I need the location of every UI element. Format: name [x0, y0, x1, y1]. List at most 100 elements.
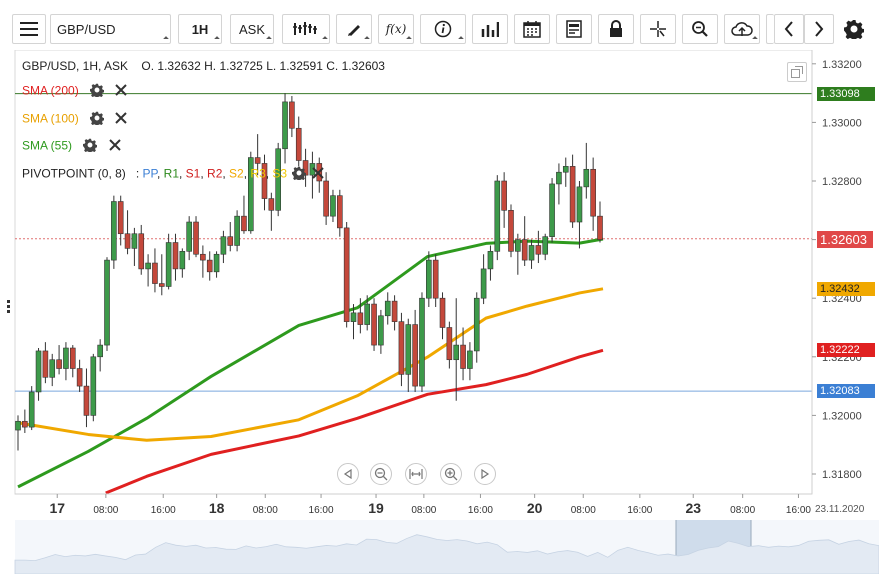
candle [179, 248, 186, 278]
candle [165, 233, 172, 290]
x-tick-label: 20 [527, 500, 543, 516]
zoom-out-button[interactable] [370, 463, 392, 485]
dropdown-corner-icon [458, 36, 464, 42]
gear-icon[interactable] [90, 111, 105, 128]
timeframe-select[interactable]: 1H [178, 14, 222, 44]
close-icon[interactable] [115, 84, 128, 99]
candle [22, 409, 28, 433]
x-tick-label: 16:00 [468, 505, 493, 516]
candle [261, 154, 268, 211]
candle [63, 342, 69, 381]
x-tick-label: 17 [49, 500, 65, 516]
candle [158, 254, 165, 296]
template-button[interactable] [556, 14, 592, 44]
candle [405, 318, 412, 392]
crosshair-button[interactable] [640, 14, 676, 44]
gear-icon[interactable] [83, 138, 98, 155]
x-tick-label: 08:00 [571, 505, 596, 516]
candle [439, 292, 446, 340]
settings-button[interactable] [844, 19, 865, 44]
close-icon[interactable] [108, 139, 121, 154]
volume-button[interactable] [472, 14, 508, 44]
candle [206, 251, 213, 281]
candle [453, 298, 460, 401]
popout-button[interactable] [787, 62, 807, 82]
price-type-select[interactable]: ASK [230, 14, 274, 44]
pan-left-button[interactable] [337, 463, 359, 485]
x-tick-label: 19 [368, 500, 384, 516]
x-tick-label: 08:00 [253, 505, 278, 516]
calendar-button[interactable] [514, 14, 550, 44]
candle [241, 195, 247, 234]
candle [350, 304, 357, 340]
indicators-button[interactable]: f(x) [378, 14, 414, 44]
x-tick-label: 08:00 [93, 505, 118, 516]
close-icon[interactable] [115, 112, 128, 127]
y-tick-label: 1.32800 [822, 176, 862, 188]
candle [200, 245, 206, 278]
scroll-right-button[interactable] [804, 14, 834, 44]
menu-button[interactable] [12, 14, 46, 44]
triangle-right-icon [481, 469, 490, 479]
cloud-upload-icon [731, 22, 753, 36]
candle [432, 254, 439, 307]
scroll-left-button[interactable] [774, 14, 804, 44]
draw-tool-button[interactable] [336, 14, 372, 44]
navigator-series [14, 534, 879, 574]
candle [357, 298, 364, 334]
candle [104, 257, 110, 351]
cloud-save-button[interactable] [724, 14, 760, 44]
candle [343, 222, 350, 328]
candle [460, 327, 466, 381]
gear-icon[interactable] [292, 166, 307, 183]
candle [508, 204, 514, 258]
gear-icon [844, 20, 865, 42]
reset-zoom-button[interactable] [405, 463, 427, 485]
fit-icon [409, 469, 423, 479]
toolbar-edge [766, 14, 774, 44]
lock-button[interactable] [598, 14, 634, 44]
info-button[interactable] [420, 14, 466, 44]
zoom-in-button[interactable] [440, 463, 462, 485]
triangle-left-icon [343, 469, 352, 479]
candle [391, 295, 398, 331]
dropdown-corner-icon [322, 36, 328, 42]
x-tick-label: 08:00 [730, 505, 755, 516]
bar-chart-icon [481, 22, 499, 37]
candle [42, 342, 49, 384]
candle [56, 345, 62, 375]
price-type-label: ASK [238, 21, 265, 37]
candle [172, 233, 179, 281]
close-icon[interactable] [312, 167, 324, 182]
price-chart[interactable]: 1.332001.330001.328001.326001.324001.322… [0, 50, 879, 574]
x-tick-label: 16:00 [309, 505, 334, 516]
calendar-icon [523, 21, 541, 38]
candle [248, 151, 254, 234]
x-tick-label: 16:00 [786, 505, 811, 516]
candle [597, 201, 603, 243]
candle [186, 216, 192, 261]
panel-resize-handle[interactable] [7, 300, 10, 319]
info-icon [434, 20, 452, 38]
candle [590, 157, 596, 231]
gear-icon[interactable] [90, 83, 105, 100]
legend-sma-100: SMA (100) [22, 111, 128, 128]
candle [337, 189, 343, 237]
candle [549, 178, 555, 243]
pivot-r1: R1 [163, 166, 179, 181]
candle [501, 172, 507, 228]
navigator[interactable] [14, 520, 879, 574]
candle [131, 227, 138, 266]
zoom-button[interactable] [682, 14, 718, 44]
chart-type-button[interactable] [282, 14, 330, 44]
candle [145, 254, 151, 287]
symbol-select[interactable]: GBP/USD [50, 14, 171, 44]
candle [487, 245, 494, 281]
chart-grid [14, 50, 813, 495]
price-label-box: 1.32222 [817, 343, 875, 358]
dropdown-corner-icon [406, 36, 412, 42]
candle [583, 142, 590, 199]
sma-line [105, 348, 604, 495]
timeframe-label: 1H [191, 21, 209, 37]
pan-right-button[interactable] [474, 463, 496, 485]
